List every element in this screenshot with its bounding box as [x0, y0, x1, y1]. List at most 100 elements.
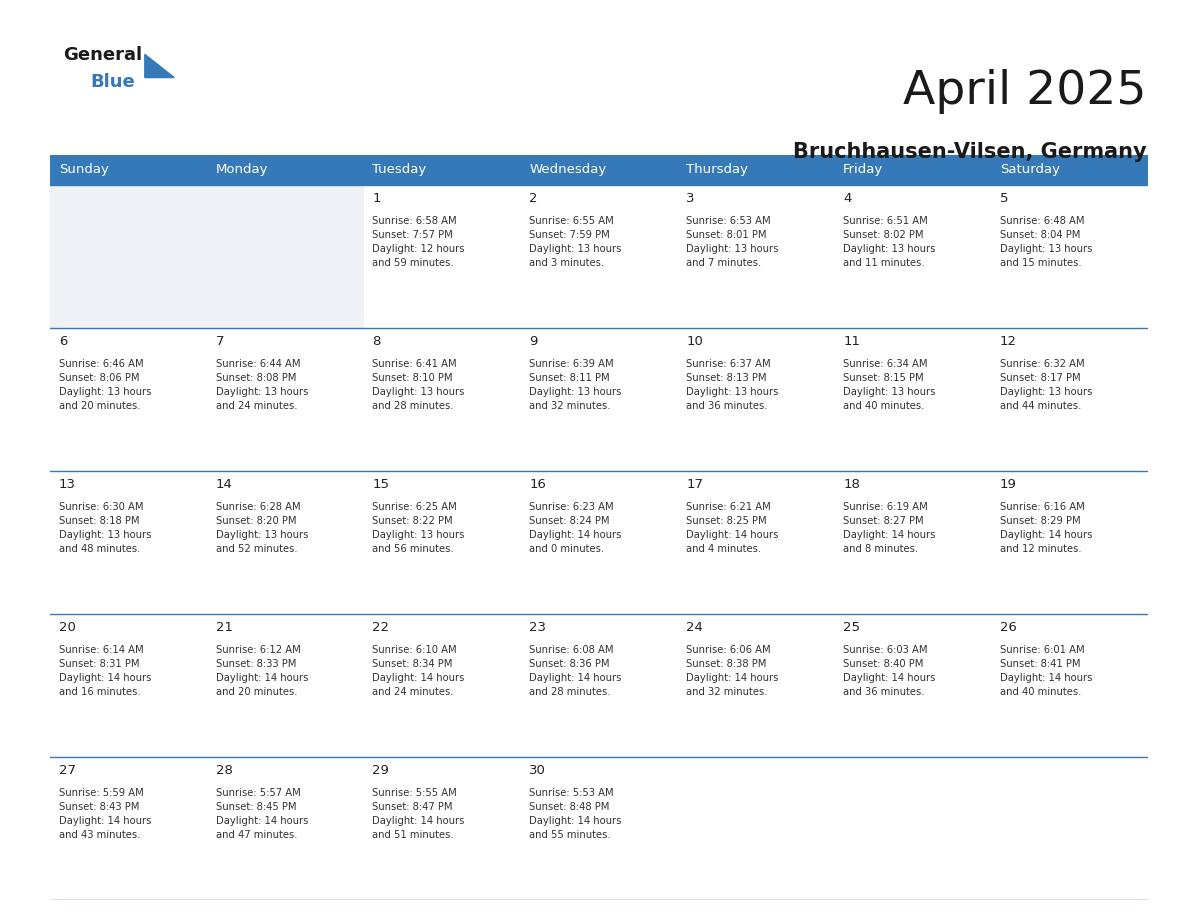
Text: Sunrise: 5:59 AM
Sunset: 8:43 PM
Daylight: 14 hours
and 43 minutes.: Sunrise: 5:59 AM Sunset: 8:43 PM Dayligh… — [58, 789, 151, 841]
Text: Sunrise: 6:06 AM
Sunset: 8:38 PM
Daylight: 14 hours
and 32 minutes.: Sunrise: 6:06 AM Sunset: 8:38 PM Dayligh… — [687, 645, 778, 698]
Bar — [364, 757, 520, 900]
Bar — [207, 471, 364, 614]
Text: Sunrise: 5:57 AM
Sunset: 8:45 PM
Daylight: 14 hours
and 47 minutes.: Sunrise: 5:57 AM Sunset: 8:45 PM Dayligh… — [216, 789, 308, 841]
Text: 15: 15 — [373, 478, 390, 491]
Text: 8: 8 — [373, 335, 381, 348]
Text: Sunrise: 6:53 AM
Sunset: 8:01 PM
Daylight: 13 hours
and 7 minutes.: Sunrise: 6:53 AM Sunset: 8:01 PM Dayligh… — [687, 217, 778, 268]
Text: 3: 3 — [687, 192, 695, 205]
Bar — [520, 185, 677, 328]
Bar — [677, 471, 834, 614]
Text: Sunrise: 6:32 AM
Sunset: 8:17 PM
Daylight: 13 hours
and 44 minutes.: Sunrise: 6:32 AM Sunset: 8:17 PM Dayligh… — [1000, 360, 1092, 411]
Text: Sunrise: 6:51 AM
Sunset: 8:02 PM
Daylight: 13 hours
and 11 minutes.: Sunrise: 6:51 AM Sunset: 8:02 PM Dayligh… — [843, 217, 935, 268]
Bar — [991, 328, 1148, 471]
Text: Sunrise: 6:30 AM
Sunset: 8:18 PM
Daylight: 13 hours
and 48 minutes.: Sunrise: 6:30 AM Sunset: 8:18 PM Dayligh… — [58, 502, 151, 554]
Bar — [520, 757, 677, 900]
Text: 17: 17 — [687, 478, 703, 491]
Bar — [520, 471, 677, 614]
Bar — [364, 471, 520, 614]
Bar — [50, 471, 207, 614]
Text: 10: 10 — [687, 335, 703, 348]
Text: Sunrise: 6:12 AM
Sunset: 8:33 PM
Daylight: 14 hours
and 20 minutes.: Sunrise: 6:12 AM Sunset: 8:33 PM Dayligh… — [216, 645, 308, 698]
Text: Sunrise: 6:48 AM
Sunset: 8:04 PM
Daylight: 13 hours
and 15 minutes.: Sunrise: 6:48 AM Sunset: 8:04 PM Dayligh… — [1000, 217, 1092, 268]
Text: Blue: Blue — [90, 73, 135, 91]
Bar — [834, 328, 991, 471]
Bar — [834, 155, 991, 185]
Bar — [991, 757, 1148, 900]
Text: 7: 7 — [216, 335, 225, 348]
Text: 23: 23 — [530, 621, 546, 634]
Text: Sunrise: 6:44 AM
Sunset: 8:08 PM
Daylight: 13 hours
and 24 minutes.: Sunrise: 6:44 AM Sunset: 8:08 PM Dayligh… — [216, 360, 308, 411]
Text: Sunrise: 6:46 AM
Sunset: 8:06 PM
Daylight: 13 hours
and 20 minutes.: Sunrise: 6:46 AM Sunset: 8:06 PM Dayligh… — [58, 360, 151, 411]
Text: 16: 16 — [530, 478, 546, 491]
Text: Sunrise: 6:55 AM
Sunset: 7:59 PM
Daylight: 13 hours
and 3 minutes.: Sunrise: 6:55 AM Sunset: 7:59 PM Dayligh… — [530, 217, 621, 268]
Bar — [50, 185, 207, 328]
Text: 19: 19 — [1000, 478, 1017, 491]
Text: Sunrise: 6:58 AM
Sunset: 7:57 PM
Daylight: 12 hours
and 59 minutes.: Sunrise: 6:58 AM Sunset: 7:57 PM Dayligh… — [373, 217, 465, 268]
Text: Sunrise: 6:10 AM
Sunset: 8:34 PM
Daylight: 14 hours
and 24 minutes.: Sunrise: 6:10 AM Sunset: 8:34 PM Dayligh… — [373, 645, 465, 698]
Bar — [991, 185, 1148, 328]
Bar — [834, 614, 991, 757]
Text: Thursday: Thursday — [687, 163, 748, 176]
Text: Tuesday: Tuesday — [373, 163, 426, 176]
Text: Sunrise: 6:25 AM
Sunset: 8:22 PM
Daylight: 13 hours
and 56 minutes.: Sunrise: 6:25 AM Sunset: 8:22 PM Dayligh… — [373, 502, 465, 554]
Text: Wednesday: Wednesday — [530, 163, 607, 176]
Bar — [677, 614, 834, 757]
Text: Sunrise: 6:37 AM
Sunset: 8:13 PM
Daylight: 13 hours
and 36 minutes.: Sunrise: 6:37 AM Sunset: 8:13 PM Dayligh… — [687, 360, 778, 411]
Bar — [364, 614, 520, 757]
Text: Bruchhausen-Vilsen, Germany: Bruchhausen-Vilsen, Germany — [792, 142, 1146, 162]
Bar — [50, 328, 207, 471]
Bar — [207, 328, 364, 471]
Text: Sunrise: 6:08 AM
Sunset: 8:36 PM
Daylight: 14 hours
and 28 minutes.: Sunrise: 6:08 AM Sunset: 8:36 PM Dayligh… — [530, 645, 621, 698]
Bar — [207, 757, 364, 900]
Bar — [677, 757, 834, 900]
Text: Sunrise: 6:16 AM
Sunset: 8:29 PM
Daylight: 14 hours
and 12 minutes.: Sunrise: 6:16 AM Sunset: 8:29 PM Dayligh… — [1000, 502, 1092, 554]
Text: Sunrise: 6:41 AM
Sunset: 8:10 PM
Daylight: 13 hours
and 28 minutes.: Sunrise: 6:41 AM Sunset: 8:10 PM Dayligh… — [373, 360, 465, 411]
Text: 2: 2 — [530, 192, 538, 205]
Text: 26: 26 — [1000, 621, 1017, 634]
Text: 29: 29 — [373, 764, 390, 778]
Bar — [364, 155, 520, 185]
Text: 6: 6 — [58, 335, 68, 348]
Text: 30: 30 — [530, 764, 546, 778]
Bar — [207, 185, 364, 328]
Polygon shape — [145, 54, 175, 77]
Text: 22: 22 — [373, 621, 390, 634]
Bar — [207, 155, 364, 185]
Text: 9: 9 — [530, 335, 538, 348]
Text: Friday: Friday — [843, 163, 884, 176]
Text: April 2025: April 2025 — [903, 69, 1146, 114]
Bar — [50, 155, 207, 185]
Text: Sunrise: 6:21 AM
Sunset: 8:25 PM
Daylight: 14 hours
and 4 minutes.: Sunrise: 6:21 AM Sunset: 8:25 PM Dayligh… — [687, 502, 778, 554]
Text: Sunday: Sunday — [58, 163, 108, 176]
Text: 25: 25 — [843, 621, 860, 634]
Bar — [991, 155, 1148, 185]
Text: Sunrise: 6:34 AM
Sunset: 8:15 PM
Daylight: 13 hours
and 40 minutes.: Sunrise: 6:34 AM Sunset: 8:15 PM Dayligh… — [843, 360, 935, 411]
Text: Sunrise: 6:14 AM
Sunset: 8:31 PM
Daylight: 14 hours
and 16 minutes.: Sunrise: 6:14 AM Sunset: 8:31 PM Dayligh… — [58, 645, 151, 698]
Text: 20: 20 — [58, 621, 76, 634]
Text: 5: 5 — [1000, 192, 1009, 205]
Bar — [364, 328, 520, 471]
Text: General: General — [63, 47, 143, 64]
Bar — [50, 757, 207, 900]
Text: Sunrise: 5:55 AM
Sunset: 8:47 PM
Daylight: 14 hours
and 51 minutes.: Sunrise: 5:55 AM Sunset: 8:47 PM Dayligh… — [373, 789, 465, 841]
Text: Sunrise: 6:23 AM
Sunset: 8:24 PM
Daylight: 14 hours
and 0 minutes.: Sunrise: 6:23 AM Sunset: 8:24 PM Dayligh… — [530, 502, 621, 554]
Bar — [520, 328, 677, 471]
Bar — [50, 614, 207, 757]
Text: 28: 28 — [216, 764, 233, 778]
Bar — [520, 614, 677, 757]
Text: Sunrise: 5:53 AM
Sunset: 8:48 PM
Daylight: 14 hours
and 55 minutes.: Sunrise: 5:53 AM Sunset: 8:48 PM Dayligh… — [530, 789, 621, 841]
Bar — [991, 471, 1148, 614]
Bar — [520, 155, 677, 185]
Bar — [677, 328, 834, 471]
Text: 14: 14 — [216, 478, 233, 491]
Text: 13: 13 — [58, 478, 76, 491]
Text: Sunrise: 6:01 AM
Sunset: 8:41 PM
Daylight: 14 hours
and 40 minutes.: Sunrise: 6:01 AM Sunset: 8:41 PM Dayligh… — [1000, 645, 1092, 698]
Text: 4: 4 — [843, 192, 852, 205]
Text: Monday: Monday — [216, 163, 268, 176]
Text: 1: 1 — [373, 192, 381, 205]
Text: 24: 24 — [687, 621, 703, 634]
Text: 12: 12 — [1000, 335, 1017, 348]
Bar — [834, 757, 991, 900]
Bar — [364, 185, 520, 328]
Text: 27: 27 — [58, 764, 76, 778]
